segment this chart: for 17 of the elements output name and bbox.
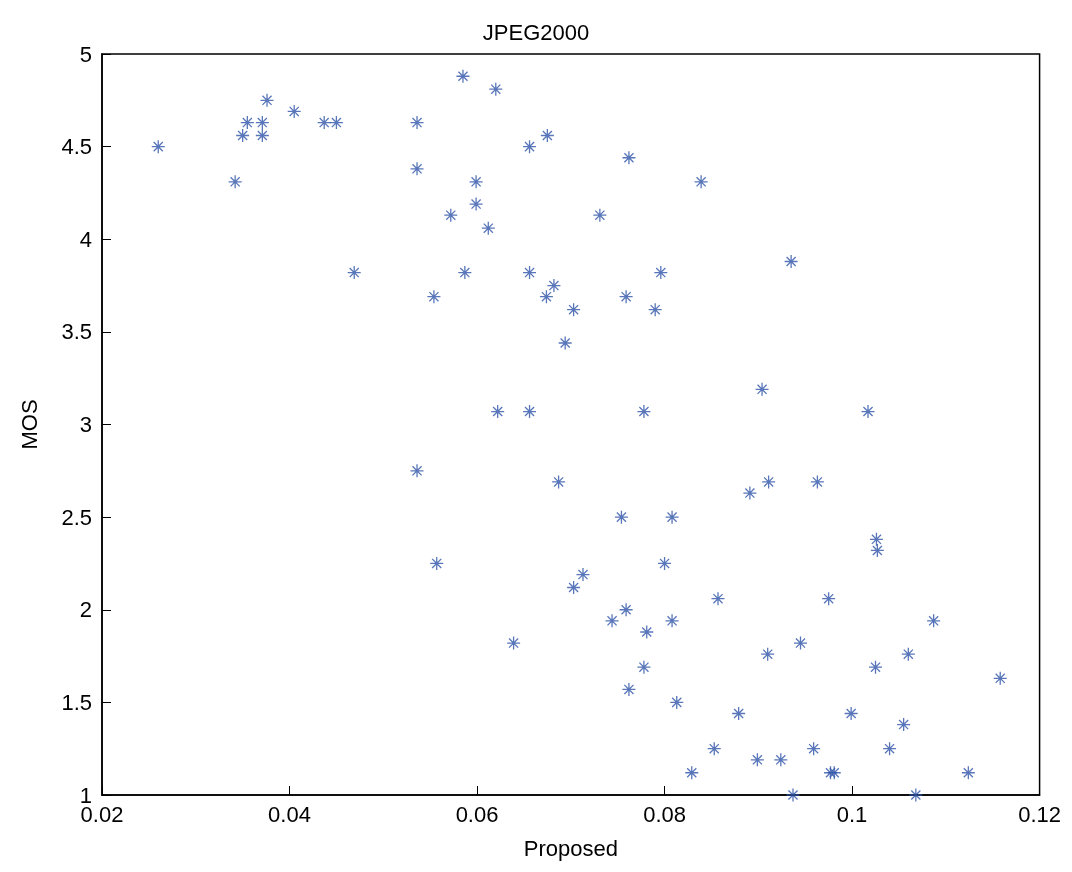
y-tick-label: 3 <box>79 412 92 437</box>
x-axis-title: Proposed <box>523 835 618 861</box>
y-tick-label: 1 <box>79 782 92 808</box>
x-tick-label: 0.08 <box>643 801 686 827</box>
y-tick-label: 5 <box>79 41 92 67</box>
y-tick-label: 4.5 <box>61 134 92 160</box>
y-tick-label: 3.5 <box>61 319 92 345</box>
x-tick-label: 0.1 <box>836 801 868 827</box>
x-tick-label: 0.06 <box>455 801 499 827</box>
y-tick-label: 2 <box>79 597 92 623</box>
y-tick-label: 1.5 <box>61 689 92 715</box>
x-tick-label: 0.12 <box>1018 801 1061 827</box>
y-tick-label: 2.5 <box>61 504 92 530</box>
x-tick-label: 0.04 <box>268 801 311 827</box>
y-tick-label: 4 <box>79 226 92 252</box>
y-axis-title: MOS <box>16 399 42 450</box>
chart-title: JPEG2000 <box>482 19 590 45</box>
